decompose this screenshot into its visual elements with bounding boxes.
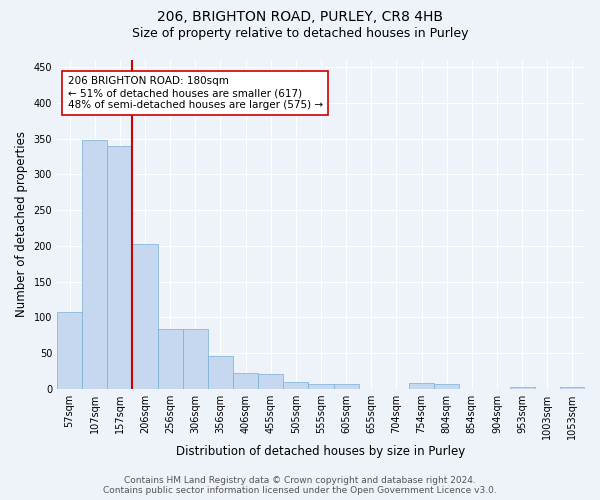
Text: Contains HM Land Registry data © Crown copyright and database right 2024.
Contai: Contains HM Land Registry data © Crown c… (103, 476, 497, 495)
Text: Size of property relative to detached houses in Purley: Size of property relative to detached ho… (132, 28, 468, 40)
Bar (133, 244, 158, 388)
Bar (208, 356, 233, 388)
Y-axis label: Number of detached properties: Number of detached properties (15, 132, 28, 318)
Bar (334, 384, 359, 388)
Bar (560, 386, 585, 388)
Bar (107, 146, 133, 388)
Bar (183, 330, 208, 388)
Text: 206, BRIGHTON ROAD, PURLEY, CR8 4HB: 206, BRIGHTON ROAD, PURLEY, CR8 4HB (157, 10, 443, 24)
Bar (308, 384, 334, 388)
Bar (82, 140, 107, 388)
Bar (258, 374, 283, 388)
Bar (434, 384, 459, 388)
Bar (409, 383, 434, 388)
Bar (233, 373, 258, 388)
Bar (57, 312, 82, 388)
Text: 206 BRIGHTON ROAD: 180sqm
← 51% of detached houses are smaller (617)
48% of semi: 206 BRIGHTON ROAD: 180sqm ← 51% of detac… (68, 76, 323, 110)
X-axis label: Distribution of detached houses by size in Purley: Distribution of detached houses by size … (176, 444, 466, 458)
Bar (283, 382, 308, 388)
Bar (158, 330, 183, 388)
